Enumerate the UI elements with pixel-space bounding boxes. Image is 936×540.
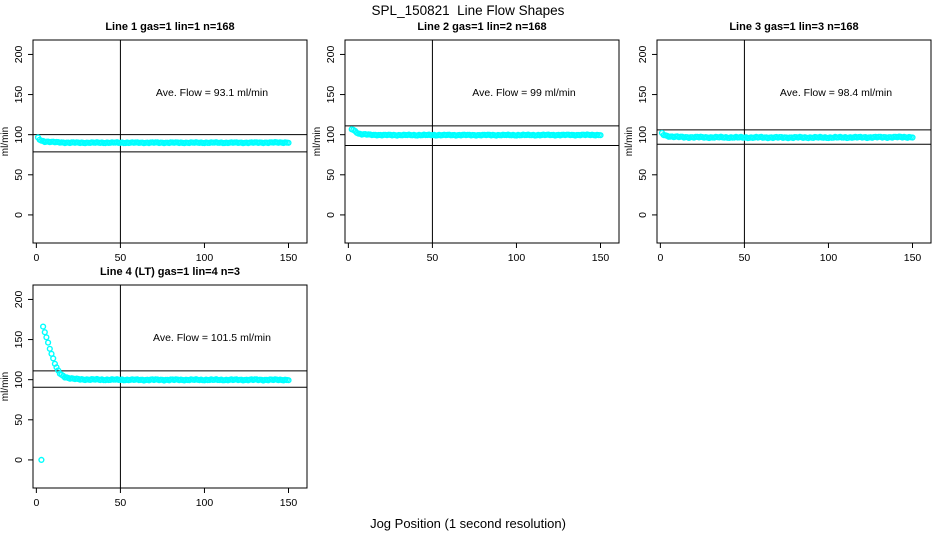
data-point xyxy=(44,339,52,346)
y-tick-label: 100 xyxy=(637,126,649,144)
y-tick-label: 150 xyxy=(13,86,25,104)
x-tick-label: 50 xyxy=(739,252,751,264)
x-tick-label: 100 xyxy=(508,252,526,264)
y-tick-label: 150 xyxy=(637,86,649,104)
panel-title: Line 3 gas=1 lin=3 n=168 xyxy=(729,21,858,33)
x-tick-label: 0 xyxy=(33,252,39,264)
x-tick-label: 150 xyxy=(280,252,298,264)
figure-title: SPL_150821 Line Flow Shapes xyxy=(371,3,565,18)
x-tick-label: 100 xyxy=(196,497,214,509)
panel-chart-svg: 0 50 100 150 0 50 100 150 200 ml/min Line 3 gas=1 … xyxy=(624,21,932,264)
panel-line-1: 0 50 100 150 0 50 100 150 200 ml/min Line 1 gas=1 … xyxy=(0,18,312,265)
y-tick-label: 100 xyxy=(13,126,25,144)
y-tick-label: 200 xyxy=(13,46,25,64)
data-point xyxy=(909,134,916,141)
data-point xyxy=(46,345,53,352)
x-axis-label: Jog Position (1 second resolution) xyxy=(370,516,566,531)
x-tick-label: 50 xyxy=(427,252,439,264)
y-axis-label: ml/min xyxy=(624,127,635,156)
ave-flow-annotation: Ave. Flow = 101.5 ml/min xyxy=(153,332,271,344)
ave-flow-annotation: Ave. Flow = 98.4 ml/min xyxy=(780,87,892,99)
y-tick-label: 0 xyxy=(13,457,25,463)
x-tick-label: 100 xyxy=(196,252,214,264)
data-point xyxy=(43,334,50,341)
panel-chart-svg: 0 50 100 150 0 50 100 150 200 ml/min Line 2 gas=1 … xyxy=(312,21,620,264)
data-point xyxy=(597,132,604,139)
y-tick-label: 0 xyxy=(13,212,25,218)
panel-line-3: 0 50 100 150 0 50 100 150 200 ml/min Line 3 gas=1 … xyxy=(624,18,936,265)
data-point xyxy=(285,139,292,146)
y-tick-label: 100 xyxy=(13,371,25,389)
y-axis-label: ml/min xyxy=(0,372,11,401)
ave-flow-annotation: Ave. Flow = 93.1 ml/min xyxy=(156,87,268,99)
x-tick-label: 150 xyxy=(592,252,610,264)
x-tick-label: 0 xyxy=(345,252,351,264)
panel-title: Line 4 (LT) gas=1 lin=4 n=3 xyxy=(100,266,240,278)
y-tick-label: 50 xyxy=(13,169,25,181)
plot-box xyxy=(32,39,308,244)
x-tick-label: 50 xyxy=(115,497,127,509)
y-tick-label: 100 xyxy=(325,126,337,144)
plot-box xyxy=(656,39,932,244)
x-tick-label: 0 xyxy=(33,497,39,509)
x-tick-label: 150 xyxy=(280,497,298,509)
y-axis-label: ml/min xyxy=(312,127,323,156)
y-tick-label: 200 xyxy=(13,291,25,309)
x-tick-label: 100 xyxy=(820,252,838,264)
ave-flow-annotation: Ave. Flow = 99 ml/min xyxy=(472,87,576,99)
panel-title: Line 2 gas=1 lin=2 n=168 xyxy=(417,21,546,33)
panel-line-2: 0 50 100 150 0 50 100 150 200 ml/min Line 2 gas=1 … xyxy=(312,18,624,265)
data-point xyxy=(285,377,292,384)
y-tick-label: 50 xyxy=(637,169,649,181)
x-tick-label: 50 xyxy=(115,252,127,264)
x-tick-label: 0 xyxy=(657,252,663,264)
y-tick-label: 200 xyxy=(325,46,337,64)
y-tick-label: 200 xyxy=(637,46,649,64)
y-tick-label: 0 xyxy=(325,212,337,218)
data-point xyxy=(50,355,57,362)
y-tick-label: 50 xyxy=(13,414,25,426)
panel-line-4: 0 50 100 150 0 50 100 150 200 ml/min Line 4 (LT) g… xyxy=(0,263,312,510)
data-point xyxy=(39,323,47,330)
panel-title: Line 1 gas=1 lin=1 n=168 xyxy=(105,21,234,33)
panel-chart-svg: 0 50 100 150 0 50 100 150 200 ml/min Line 1 gas=1 … xyxy=(0,21,308,264)
data-point xyxy=(38,456,45,464)
y-tick-label: 0 xyxy=(637,212,649,218)
plot-box xyxy=(32,284,308,489)
plot-box xyxy=(344,39,620,244)
y-axis-label: ml/min xyxy=(0,127,11,156)
x-tick-label: 150 xyxy=(904,252,922,264)
panel-chart-svg: 0 50 100 150 0 50 100 150 200 ml/min Line 4 (LT) g… xyxy=(0,266,308,509)
y-tick-label: 150 xyxy=(13,331,25,349)
data-point xyxy=(41,329,48,336)
y-tick-label: 150 xyxy=(325,86,337,104)
y-tick-label: 50 xyxy=(325,169,337,181)
